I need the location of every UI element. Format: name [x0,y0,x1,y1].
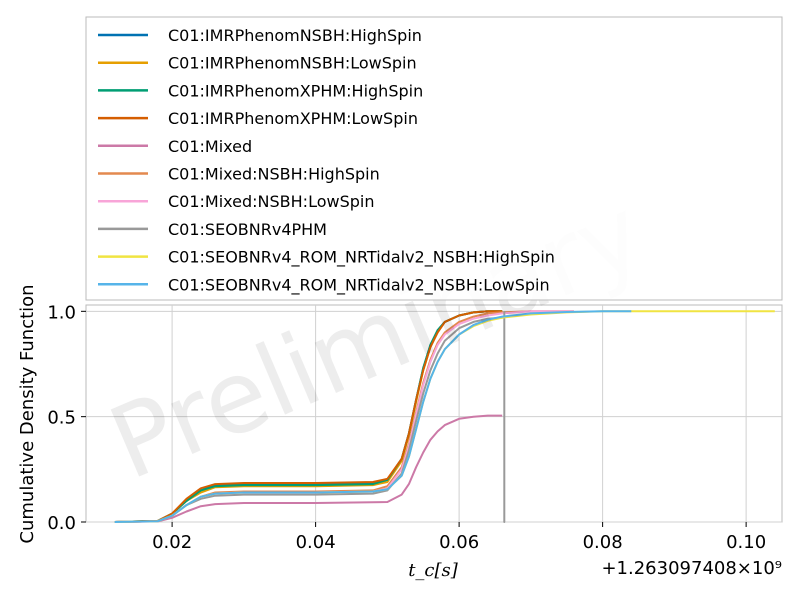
legend-entry-label: C01:Mixed [168,137,252,156]
series-line [114,310,503,523]
y-tick-label: 0.5 [47,408,76,429]
x-tick-label: 0.10 [726,532,766,553]
legend-entry-label: C01:Mixed:NSBH:HighSpin [168,165,380,184]
series-lines [114,310,775,523]
x-offset-label: +1.263097408×10⁹ [601,558,782,579]
y-axis-label: Cumulative Density Function [17,284,38,543]
legend-entry-label: C01:IMRPhenomXPHM:LowSpin [168,109,418,128]
legend-entry-label: C01:Mixed:NSBH:LowSpin [168,192,374,211]
y-tick-label: 1.0 [47,302,76,323]
legend-frame [85,16,783,301]
legend-entry-label: C01:SEOBNRv4PHM [168,220,327,239]
series-line [114,310,632,523]
x-axis: 0.02 0.04 0.06 0.08 0.10 [152,522,766,553]
legend: C01:IMRPhenomNSBH:HighSpin C01:IMRPhenomN… [85,16,783,301]
legend-entry-label: C01:IMRPhenomNSBH:HighSpin [168,26,422,45]
legend-entry-label: C01:SEOBNRv4_ROM_NRTidalv2_NSBH:HighSpin [168,248,555,268]
x-tick-label: 0.02 [152,532,192,553]
legend-entry-label: C01:SEOBNRv4_ROM_NRTidalv2_NSBH:LowSpin [168,275,550,295]
x-tick-label: 0.04 [296,532,336,553]
x-tick-label: 0.06 [439,532,479,553]
plot-area: 0.02 0.04 0.06 0.08 0.10 0.0 0.5 1.0 [47,302,783,553]
y-axis: 0.0 0.5 1.0 [47,302,86,534]
series-line [114,414,503,523]
grid [86,305,782,523]
legend-entry-label: C01:IMRPhenomXPHM:HighSpin [168,81,423,100]
y-tick-label: 0.0 [47,513,76,534]
legend-entry-label: C01:IMRPhenomNSBH:LowSpin [168,54,417,73]
x-tick-label: 0.08 [583,532,623,553]
x-axis-label: t_c[s] [408,560,459,581]
